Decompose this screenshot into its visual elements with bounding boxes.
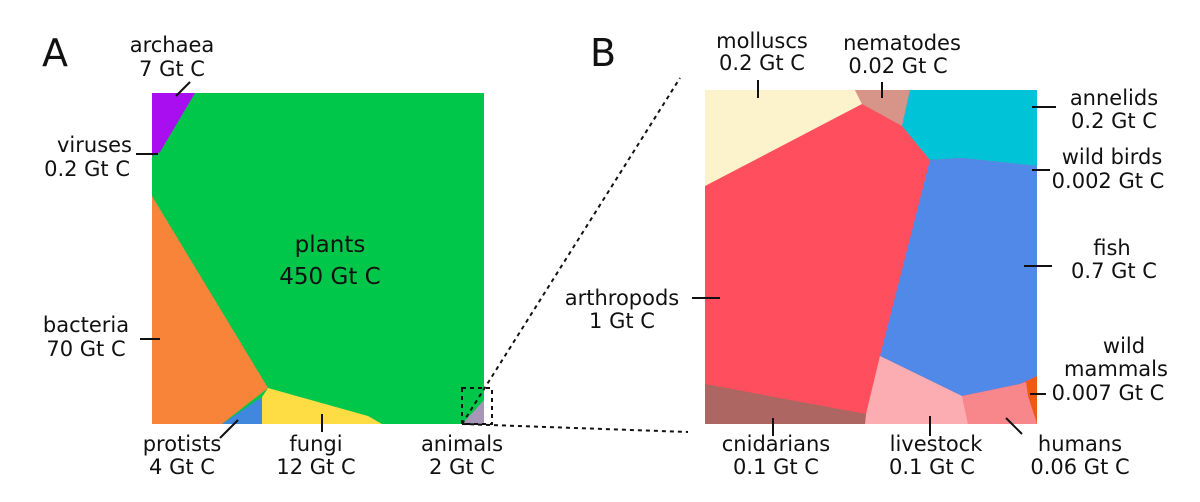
protists-cell [222,397,262,424]
livestock-name-label: livestock [890,432,984,456]
molluscs-value-label: 0.2 Gt C [719,51,805,75]
panel-b-treemap [705,90,1037,424]
plants-name-label: plants [295,232,366,258]
panel-a-letter: A [42,31,68,75]
protists-value-label: 4 Gt C [149,455,215,479]
cnidarians-value-label: 0.1 Gt C [733,455,819,479]
wild-mammals-name-line1: wild [1103,334,1145,358]
wild-mammals-value-label: 0.007 Gt C [1052,381,1165,405]
fungi-name-label: fungi [289,432,342,456]
bacteria-name-label: bacteria [43,313,129,337]
panel-a-treemap [152,93,484,424]
wild-birds-value-label: 0.002 Gt C [1052,169,1165,193]
plants-value-label: 450 Gt C [279,264,380,290]
fish-cell [880,158,1037,396]
panel-b-letter: B [590,31,616,75]
humans-name-label: humans [1038,432,1122,456]
cnidarians-cell [705,384,866,424]
animals-value-label: 2 Gt C [429,455,495,479]
animals-cell [462,400,484,424]
archaea-value-label: 7 Gt C [139,57,205,81]
cnidarians-name-label: cnidarians [722,432,830,456]
molluscs-name-label: molluscs [716,29,808,53]
bacteria-value-label: 70 Gt C [46,337,125,361]
molluscs-cell [705,90,862,186]
wild-mammals-name-line2: mammals [1064,357,1168,381]
archaea-leader [175,81,191,97]
livestock-value-label: 0.1 Gt C [889,455,975,479]
fish-value-label: 0.7 Gt C [1071,259,1157,283]
bacteria-cell [152,196,268,424]
humans-leader [1005,417,1023,435]
annelids-name-label: annelids [1070,86,1158,110]
arthropods-name-label: arthropods [565,286,680,310]
fish-name-label: fish [1093,236,1130,260]
nematodes-name-label: nematodes [843,31,961,55]
humans-cell [962,382,1037,424]
livestock-cell [865,356,968,424]
annelids-value-label: 0.2 Gt C [1071,109,1157,133]
nematodes-cell [855,90,910,126]
archaea-name-label: archaea [130,33,215,57]
fungi-cell [262,388,382,424]
archaea-cell [152,93,195,156]
viruses-value-label: 0.2 Gt C [44,157,130,181]
nematodes-value-label: 0.02 Gt C [848,54,947,78]
annelids-cell [902,90,1037,166]
viruses-name-label: viruses [57,133,132,157]
fungi-value-label: 12 Gt C [276,455,355,479]
animals-name-label: animals [421,432,503,456]
protists-name-label: protists [143,432,222,456]
humans-value-label: 0.06 Gt C [1030,455,1129,479]
animals-zoom-box [461,387,493,425]
zoom-line-top [461,77,681,425]
protists-leader [219,419,239,439]
wild-birds-name-label: wild birds [1062,145,1163,169]
arthropods-value-label: 1 Gt C [589,309,655,333]
zoom-line-bottom [461,423,689,433]
wild-mammals-cell [1026,376,1037,424]
